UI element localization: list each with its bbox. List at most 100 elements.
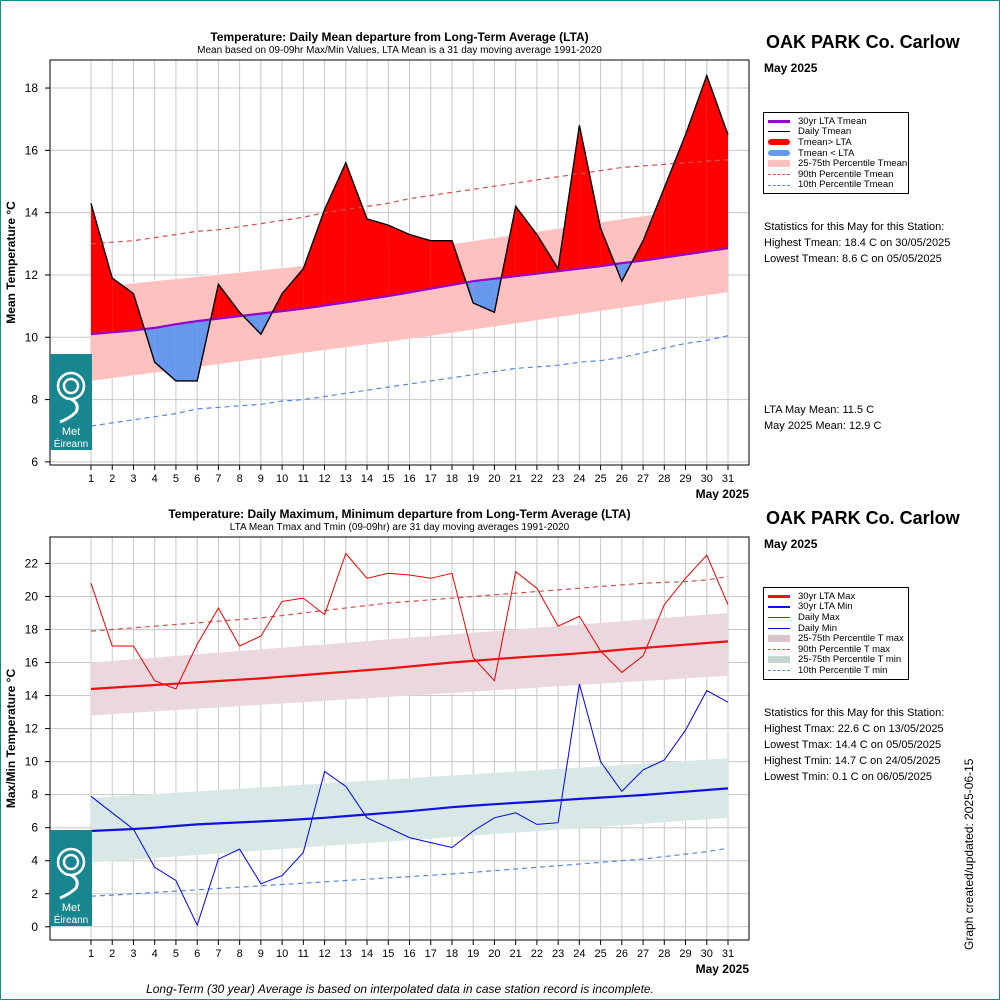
x-tick-label: 17 bbox=[425, 473, 437, 485]
stat-lowest-tmean: Lowest Tmean: 8.6 C on 05/05/2025 bbox=[764, 253, 942, 265]
legend-swatch bbox=[768, 116, 790, 126]
x-tick-label: 2 bbox=[109, 473, 115, 485]
chart-title: Temperature: Daily Mean departure from L… bbox=[210, 30, 588, 44]
x-tick-label: 8 bbox=[237, 948, 243, 960]
y-tick-label: 16 bbox=[25, 143, 39, 157]
legend-swatch bbox=[768, 634, 790, 644]
legend-entry: 10th Percentile T min bbox=[764, 665, 908, 676]
legend-max-min: 30yr LTA Max 30yr LTA Min Daily Max Daily M… bbox=[763, 587, 909, 680]
area-above-lta bbox=[367, 218, 389, 300]
y-tick-label: 12 bbox=[25, 722, 39, 736]
series-lta-tmean bbox=[90, 247, 729, 336]
x-tick-label: 27 bbox=[637, 473, 649, 485]
x-tick-label: 21 bbox=[510, 948, 522, 960]
legend-entry: 30yr LTA Min bbox=[764, 601, 908, 613]
x-tick-label: 27 bbox=[637, 948, 649, 960]
y-tick-label: 10 bbox=[25, 755, 39, 769]
x-tick-label: 5 bbox=[173, 948, 179, 960]
legend-entry: 10th Percentile Tmean bbox=[764, 179, 908, 191]
logo-text-met: Met bbox=[62, 426, 80, 438]
legend-label: 10th Percentile Tmean bbox=[798, 179, 894, 191]
legend-label: Tmean> LTA bbox=[798, 136, 852, 148]
grid bbox=[50, 537, 749, 940]
area-below-lta bbox=[473, 278, 495, 313]
legend-swatch bbox=[768, 591, 790, 601]
updated-label: Graph created/updated: 2025-06-15 bbox=[962, 758, 976, 950]
area-above-lta bbox=[664, 134, 686, 258]
area-below-lta bbox=[175, 321, 198, 381]
stat-lowest-tmin: Lowest Tmin: 0.1 C on 06/05/2025 bbox=[764, 771, 932, 783]
area-above-lta bbox=[345, 162, 368, 303]
x-axis-label: May 2025 bbox=[696, 487, 750, 500]
x-tick-label: 1 bbox=[88, 948, 94, 960]
x-tick-label: 24 bbox=[573, 473, 585, 485]
legend-label: Daily Min bbox=[798, 622, 838, 634]
x-tick-label: 6 bbox=[194, 948, 200, 960]
area-above-lta bbox=[303, 209, 325, 309]
y-axis-label: Mean Temperature °C bbox=[4, 201, 18, 324]
y-tick-label: 20 bbox=[25, 589, 39, 603]
legend-swatch bbox=[768, 169, 790, 179]
stats-header-1: Statistics for this May for this Station… bbox=[764, 221, 945, 233]
legend-swatch bbox=[768, 665, 790, 675]
x-tick-label: 5 bbox=[173, 473, 179, 485]
x-tick-label: 20 bbox=[488, 948, 500, 960]
y-tick-label: 22 bbox=[25, 556, 39, 570]
legend-entry: 25-75th Percentile T max bbox=[764, 633, 908, 644]
means-block: LTA May Mean: 11.5 C May 2025 Mean: 12.9… bbox=[764, 402, 881, 434]
legend-swatch bbox=[768, 602, 790, 612]
legend-entry: Daily Tmean bbox=[764, 126, 908, 137]
x-tick-label: 23 bbox=[552, 473, 564, 485]
legend-swatch bbox=[768, 655, 790, 665]
legend-swatch bbox=[768, 180, 790, 190]
area-above-lta bbox=[324, 162, 346, 306]
y-tick-label: 18 bbox=[25, 622, 39, 636]
x-tick-label: 10 bbox=[276, 473, 288, 485]
legend-label: 30yr LTA Max bbox=[798, 590, 856, 602]
series-lta-min bbox=[90, 787, 729, 833]
legend-label: 25-75th Percentile Tmean bbox=[798, 158, 908, 170]
y-tick-label: 10 bbox=[25, 330, 39, 344]
x-tick-label: 31 bbox=[722, 473, 734, 485]
month-label-1: May 2025 bbox=[764, 61, 818, 75]
legend-label: 30yr LTA Tmean bbox=[798, 115, 867, 127]
logo-text-eireann: Éireann bbox=[54, 437, 88, 450]
x-tick-label: 8 bbox=[237, 473, 243, 485]
y-tick-label: 12 bbox=[25, 268, 39, 282]
lta-may-mean: LTA May Mean: 11.5 C bbox=[764, 404, 875, 416]
x-tick-label: 21 bbox=[510, 473, 522, 485]
x-tick-label: 13 bbox=[340, 948, 352, 960]
legend-entry: 30yr LTA Max bbox=[764, 591, 908, 602]
station-name-1: OAK PARK Co. Carlow bbox=[766, 32, 960, 52]
x-tick-label: 9 bbox=[258, 473, 264, 485]
x-tick-label: 19 bbox=[467, 473, 479, 485]
x-tick-label: 29 bbox=[679, 948, 691, 960]
area-above-lta bbox=[685, 75, 707, 255]
x-tick-label: 3 bbox=[130, 948, 136, 960]
legend-label: 90th Percentile T max bbox=[798, 643, 891, 655]
series-daily-tmean bbox=[90, 73, 729, 382]
legend-label: Daily Max bbox=[798, 611, 840, 623]
x-tick-label: 14 bbox=[361, 473, 373, 485]
x-tick-label: 9 bbox=[258, 948, 264, 960]
legend-label: 25-75th Percentile T min bbox=[798, 654, 902, 666]
legend-label: 10th Percentile T min bbox=[798, 664, 888, 676]
legend-entry: 30yr LTA Tmean bbox=[764, 116, 908, 127]
series-10th-percentile bbox=[90, 335, 729, 427]
x-tick-label: 3 bbox=[130, 473, 136, 485]
stat-highest-tmax: Highest Tmax: 22.6 C on 13/05/2025 bbox=[764, 723, 944, 735]
may-2025-mean: May 2025 Mean: 12.9 C bbox=[764, 420, 882, 432]
x-tick-label: 22 bbox=[531, 473, 543, 485]
legend-entry: Daily Max bbox=[764, 612, 908, 623]
plot-border bbox=[49, 59, 750, 466]
stat-highest-tmin: Highest Tmin: 14.7 C on 24/05/2025 bbox=[764, 755, 941, 767]
area-above-lta bbox=[218, 284, 240, 319]
x-tick-label: 25 bbox=[594, 948, 606, 960]
x-tick-label: 11 bbox=[298, 473, 309, 485]
area-above-lta bbox=[430, 240, 452, 289]
legend-swatch bbox=[768, 623, 790, 633]
swirl-logo-icon: Met Éireann bbox=[54, 371, 88, 450]
legend-label: 30yr LTA Min bbox=[798, 601, 853, 613]
x-tick-label: 23 bbox=[552, 948, 564, 960]
